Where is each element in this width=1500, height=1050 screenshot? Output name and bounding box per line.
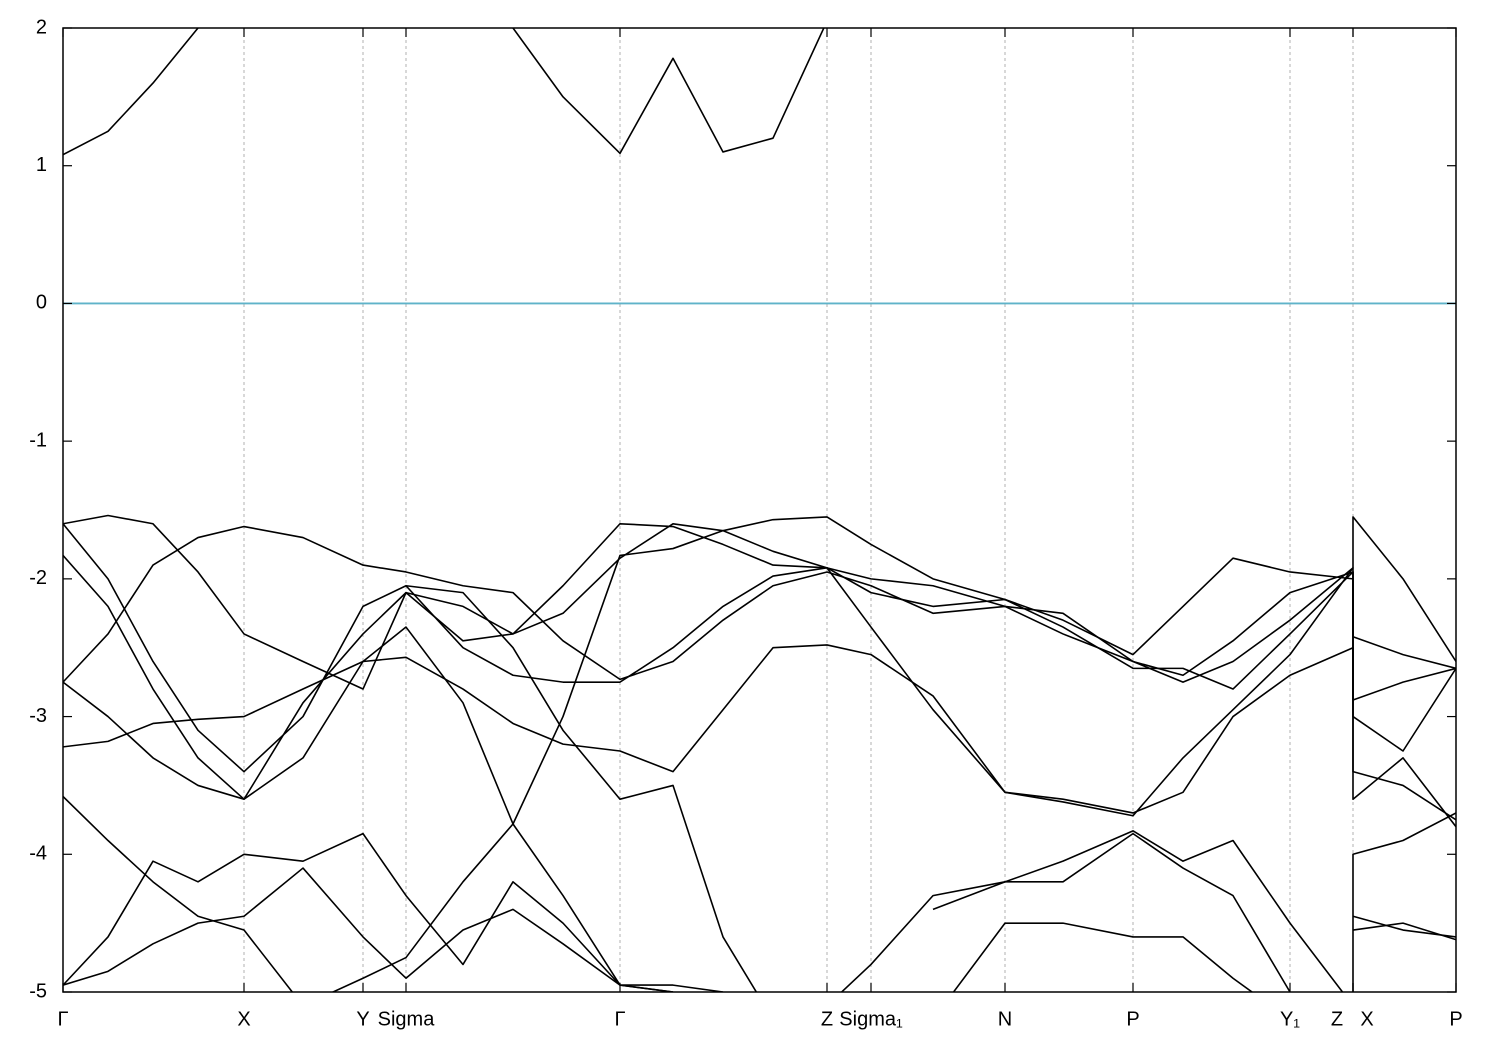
y-tick-label: 1 <box>36 154 47 176</box>
band-line <box>63 644 1456 821</box>
band-line <box>63 795 724 992</box>
band-line <box>63 867 674 992</box>
x-tick-label: Γ <box>614 1008 625 1030</box>
x-tick-label: Γ <box>57 1008 68 1030</box>
y-tick-label: -5 <box>29 980 47 1002</box>
y-tick-label: 0 <box>36 292 47 314</box>
band-line <box>63 28 199 156</box>
plot-frame <box>62 27 1457 993</box>
plot-area <box>63 28 1456 992</box>
band-line <box>63 832 674 992</box>
y-tick-label: -1 <box>29 429 47 451</box>
band-line <box>63 522 1456 828</box>
y-tick-label: 2 <box>36 16 47 38</box>
y-tick-label: -3 <box>29 705 47 727</box>
x-tick-label: P <box>1449 1008 1462 1030</box>
band-line <box>932 832 1291 992</box>
band-line <box>952 922 1254 992</box>
x-tick-label: Z <box>1331 1008 1343 1030</box>
band-line <box>63 523 1456 773</box>
x-tick-label: X <box>1360 1008 1373 1030</box>
x-tick-label: Sigma <box>378 1008 436 1030</box>
x-tick-label: Z <box>821 1008 833 1030</box>
band-line <box>405 584 758 992</box>
y-tick-label: -4 <box>29 843 47 865</box>
x-tick-label: N <box>998 1008 1012 1030</box>
x-tick-label: P <box>1126 1008 1139 1030</box>
band-line <box>512 28 825 155</box>
band-line <box>840 812 1456 992</box>
x-tick-label: Y₁ <box>1280 1008 1300 1030</box>
x-tick-label: X <box>237 1008 250 1030</box>
x-tick-label: Sigma₁ <box>839 1008 903 1030</box>
band-line <box>63 514 1456 690</box>
band-line <box>63 516 1456 825</box>
band-line <box>1352 922 1456 941</box>
x-tick-label: Y <box>356 1008 369 1030</box>
band-line <box>63 525 1456 752</box>
y-tick-label: -2 <box>29 567 47 589</box>
